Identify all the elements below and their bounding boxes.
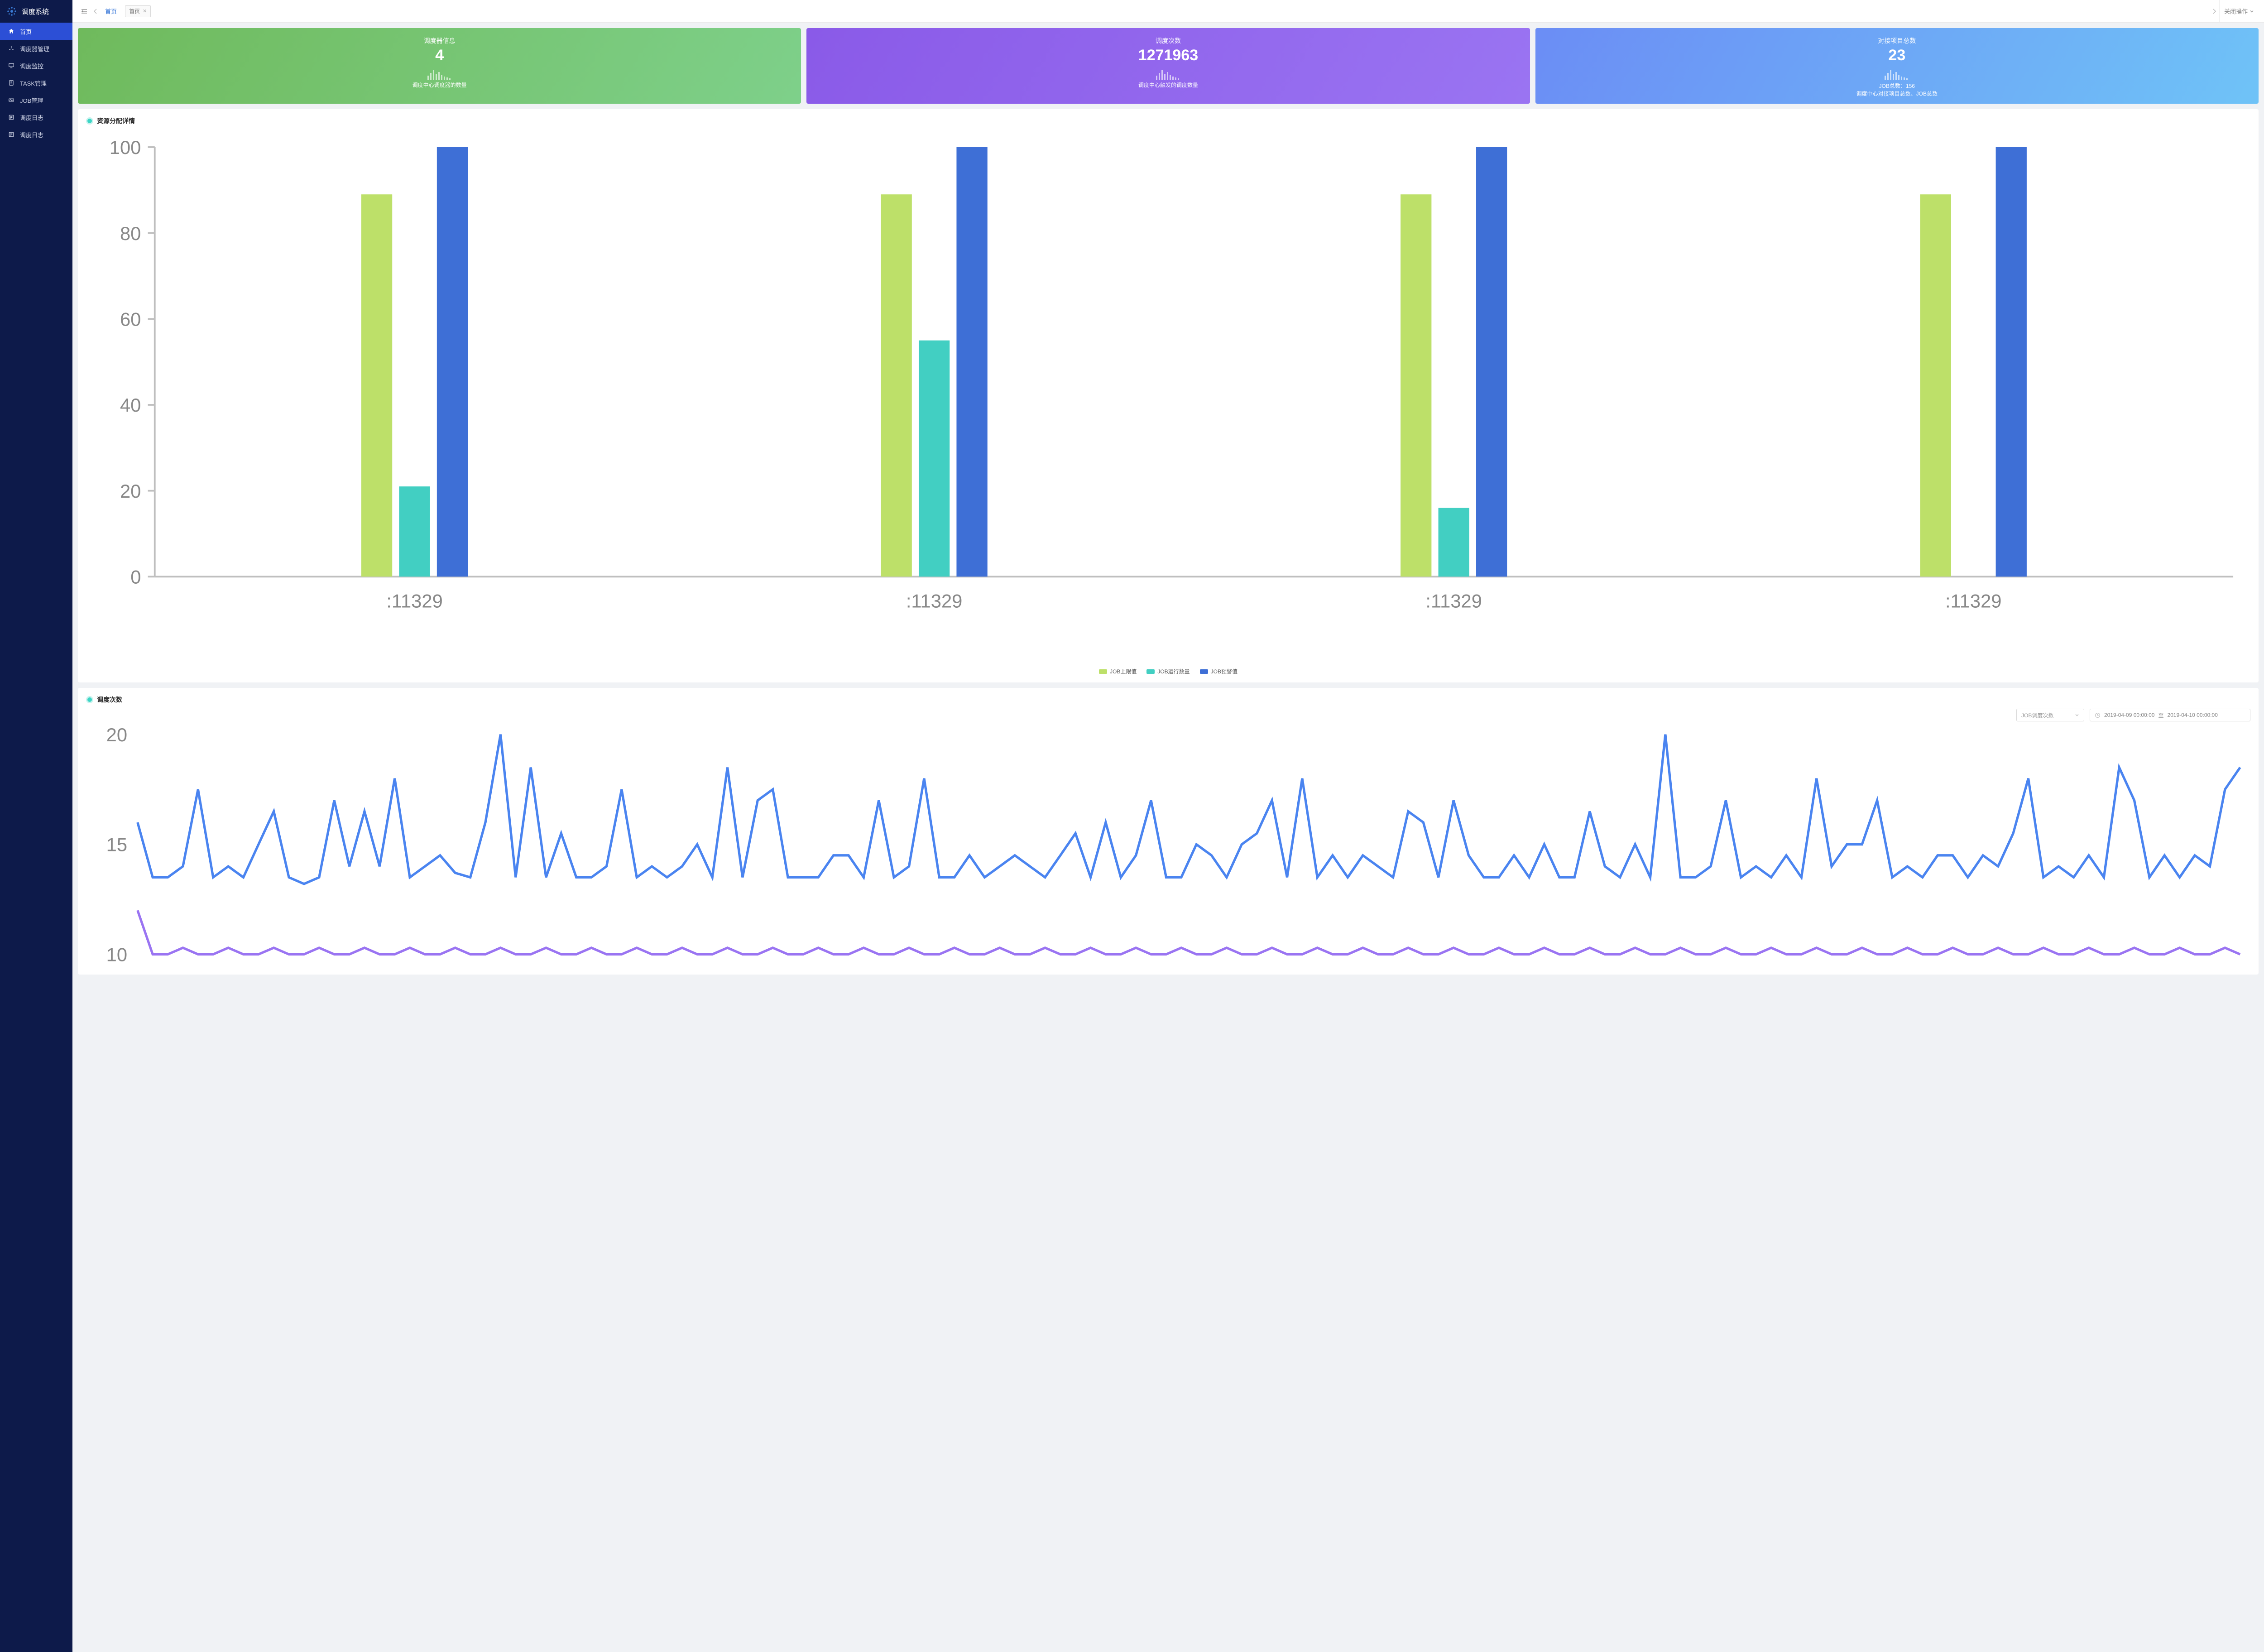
- sidebar-item-1[interactable]: 调度器管理: [0, 40, 72, 57]
- job-icon: [8, 97, 14, 103]
- sidebar-item-label: TASK管理: [20, 79, 47, 87]
- date-range-picker[interactable]: 2019-04-09 00:00:00 至 2019-04-10 00:00:0…: [2090, 709, 2250, 721]
- chevron-down-icon: [2075, 713, 2079, 717]
- date-from: 2019-04-09 00:00:00: [2104, 712, 2154, 718]
- legend-label: JOB预警值: [1211, 668, 1238, 675]
- sidebar-item-4[interactable]: JOB管理: [0, 91, 72, 109]
- select-placeholder: JOB调度次数: [2021, 711, 2053, 719]
- stat-card-0: 调度器信息 4 调度中心调度器的数量: [78, 28, 801, 104]
- title-dot-icon: [86, 696, 93, 703]
- panel-title: 资源分配详情: [86, 116, 2250, 125]
- close-actions-dropdown[interactable]: 关闭操作: [2219, 0, 2259, 22]
- close-actions-label: 关闭操作: [2224, 7, 2248, 15]
- sidebar-item-3[interactable]: TASK管理: [0, 74, 72, 91]
- scheduler-icon: [8, 45, 14, 52]
- sidebar-item-label: 调度监控: [20, 62, 43, 70]
- card-value: 1271963: [812, 47, 1524, 64]
- tab-label: 首页: [129, 7, 140, 15]
- card-desc: 调度中心触发的调度数量: [812, 81, 1524, 89]
- app-title: 调度系统: [22, 7, 49, 16]
- svg-text::11329: :11329: [1945, 591, 2002, 612]
- legend-label: JOB运行数量: [1157, 668, 1190, 675]
- bar-chart-legend: JOB上限值 JOB运行数量 JOB预警值: [86, 668, 2250, 675]
- close-icon[interactable]: ✕: [143, 8, 147, 14]
- svg-text:60: 60: [120, 309, 141, 330]
- date-to: 2019-04-10 00:00:00: [2167, 712, 2217, 718]
- stat-cards-row: 调度器信息 4 调度中心调度器的数量 调度次数 1271963 调度中心触发的调度数量 对接…: [78, 28, 2259, 104]
- tabs-prev-icon[interactable]: [91, 6, 101, 16]
- legend-item[interactable]: JOB预警值: [1200, 668, 1238, 675]
- sidebar-item-5[interactable]: 调度日志: [0, 109, 72, 126]
- svg-text:0: 0: [130, 567, 141, 588]
- log-icon: [8, 131, 14, 138]
- nav-menu: 首页调度器管理调度监控TASK管理JOB管理调度日志调度日志: [0, 23, 72, 143]
- svg-text:80: 80: [120, 223, 141, 244]
- svg-text:100: 100: [110, 137, 141, 158]
- svg-text:20: 20: [106, 724, 127, 745]
- sidebar-item-0[interactable]: 首页: [0, 23, 72, 40]
- sidebar-item-label: 调度器管理: [20, 44, 49, 53]
- legend-item[interactable]: JOB上限值: [1099, 668, 1137, 675]
- card-title: 对接项目总数: [1541, 36, 2253, 45]
- stat-card-1: 调度次数 1271963 调度中心触发的调度数量: [806, 28, 1530, 104]
- schedule-line-chart: 10 15 20: [86, 724, 2250, 965]
- collapse-icon[interactable]: [78, 5, 91, 18]
- log-icon: [8, 114, 14, 120]
- svg-text:10: 10: [106, 944, 127, 965]
- sidebar-item-6[interactable]: 调度日志: [0, 126, 72, 143]
- card-title: 调度器信息: [83, 36, 796, 45]
- monitor-icon: [8, 62, 14, 69]
- card-value: 4: [83, 47, 796, 64]
- sidebar-item-label: 调度日志: [20, 113, 43, 122]
- sidebar-item-label: 调度日志: [20, 130, 43, 139]
- main-content: 调度器信息4调度中心调度器的数量调度次数1271963调度中心触发的调度数量对接…: [72, 0, 2264, 980]
- clock-icon: [2095, 712, 2101, 718]
- svg-text::11329: :11329: [906, 591, 963, 612]
- metric-select[interactable]: JOB调度次数: [2016, 709, 2084, 721]
- legend-label: JOB上限值: [1110, 668, 1137, 675]
- resource-chart-title: 资源分配详情: [97, 116, 135, 125]
- resource-allocation-panel: 资源分配详情 0 20 40 60 80 100 :11329 :11329 :11329 :11…: [78, 109, 2259, 682]
- logo-icon: [6, 6, 17, 17]
- topbar: 首页 首页 ✕ 关闭操作: [72, 0, 2264, 23]
- svg-text:15: 15: [106, 834, 127, 855]
- fixed-tab-home[interactable]: 首页: [101, 7, 121, 15]
- date-separator: 至: [2158, 711, 2163, 719]
- home-icon: [8, 28, 14, 34]
- panel-title: 调度次数: [86, 695, 2250, 704]
- chevron-down-icon: [2250, 9, 2254, 14]
- svg-text:40: 40: [120, 395, 141, 416]
- resource-bar-chart: 0 20 40 60 80 100 :11329 :11329 :11329 :11329: [86, 130, 2250, 663]
- title-dot-icon: [86, 117, 93, 125]
- svg-text::11329: :11329: [1425, 591, 1482, 612]
- tab-home[interactable]: 首页 ✕: [125, 5, 151, 17]
- sidebar-item-2[interactable]: 调度监控: [0, 57, 72, 74]
- card-desc: 调度中心对接项目总数、JOB总数: [1541, 90, 2253, 97]
- logo-area: 调度系统: [0, 0, 72, 23]
- card-subdesc: JOB总数：156: [1541, 82, 2253, 90]
- svg-text::11329: :11329: [386, 591, 443, 612]
- sidebar-item-label: 首页: [20, 27, 32, 36]
- tabs-next-icon[interactable]: [2209, 6, 2219, 16]
- schedule-count-panel: 调度次数 JOB调度次数 2019-04-09 00:00:00 至 2019-…: [78, 688, 2259, 974]
- stat-card-2: 对接项目总数 23 JOB总数：156调度中心对接项目总数、JOB总数: [1535, 28, 2259, 104]
- panel-filters: JOB调度次数 2019-04-09 00:00:00 至 2019-04-10…: [86, 709, 2250, 721]
- sidebar-item-label: JOB管理: [20, 96, 43, 105]
- legend-item[interactable]: JOB运行数量: [1146, 668, 1190, 675]
- task-icon: [8, 80, 14, 86]
- card-value: 23: [1541, 47, 2253, 64]
- card-title: 调度次数: [812, 36, 1524, 45]
- schedule-chart-title: 调度次数: [97, 695, 122, 704]
- sidebar: 调度系统 首页调度器管理调度监控TASK管理JOB管理调度日志调度日志: [0, 0, 72, 1652]
- card-desc: 调度中心调度器的数量: [83, 81, 796, 89]
- svg-text:20: 20: [120, 480, 141, 502]
